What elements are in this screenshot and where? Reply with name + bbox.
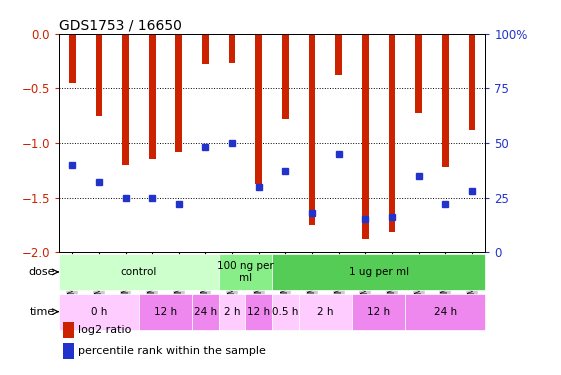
Bar xyxy=(176,34,182,152)
Bar xyxy=(229,34,236,63)
Text: 12 h: 12 h xyxy=(154,307,177,317)
Bar xyxy=(272,254,485,290)
Bar xyxy=(122,34,129,165)
Bar xyxy=(282,34,289,119)
Text: 24 h: 24 h xyxy=(194,307,217,317)
Text: 24 h: 24 h xyxy=(434,307,457,317)
Text: percentile rank within the sample: percentile rank within the sample xyxy=(78,346,266,356)
Bar xyxy=(63,322,74,338)
Bar xyxy=(95,34,102,116)
Bar xyxy=(442,34,449,167)
Text: control: control xyxy=(121,267,157,277)
Bar xyxy=(59,254,219,290)
Text: GDS1753 / 16650: GDS1753 / 16650 xyxy=(59,19,182,33)
Bar xyxy=(309,34,315,225)
Bar xyxy=(389,34,396,232)
Bar xyxy=(202,34,209,64)
Bar xyxy=(405,294,485,330)
Bar xyxy=(255,34,262,184)
Bar xyxy=(59,294,139,330)
Bar xyxy=(219,294,246,330)
Bar xyxy=(468,34,475,130)
Bar xyxy=(69,34,76,83)
Bar xyxy=(335,34,342,75)
Bar xyxy=(149,34,155,159)
Bar xyxy=(63,344,74,359)
Bar xyxy=(362,34,369,239)
Text: dose: dose xyxy=(29,267,55,277)
Text: 1 ug per ml: 1 ug per ml xyxy=(348,267,409,277)
Text: time: time xyxy=(30,307,55,317)
Text: 2 h: 2 h xyxy=(317,307,334,317)
Bar xyxy=(352,294,405,330)
Text: log2 ratio: log2 ratio xyxy=(78,324,131,334)
Bar xyxy=(139,294,192,330)
Bar xyxy=(272,294,298,330)
Text: 12 h: 12 h xyxy=(247,307,270,317)
Text: 0.5 h: 0.5 h xyxy=(272,307,298,317)
Bar xyxy=(246,294,272,330)
Bar xyxy=(298,294,352,330)
Text: 0 h: 0 h xyxy=(91,307,107,317)
Text: 12 h: 12 h xyxy=(367,307,390,317)
Bar xyxy=(192,294,219,330)
Bar xyxy=(219,254,272,290)
Bar xyxy=(415,34,422,114)
Text: 100 ng per
ml: 100 ng per ml xyxy=(217,261,274,283)
Text: 2 h: 2 h xyxy=(224,307,240,317)
